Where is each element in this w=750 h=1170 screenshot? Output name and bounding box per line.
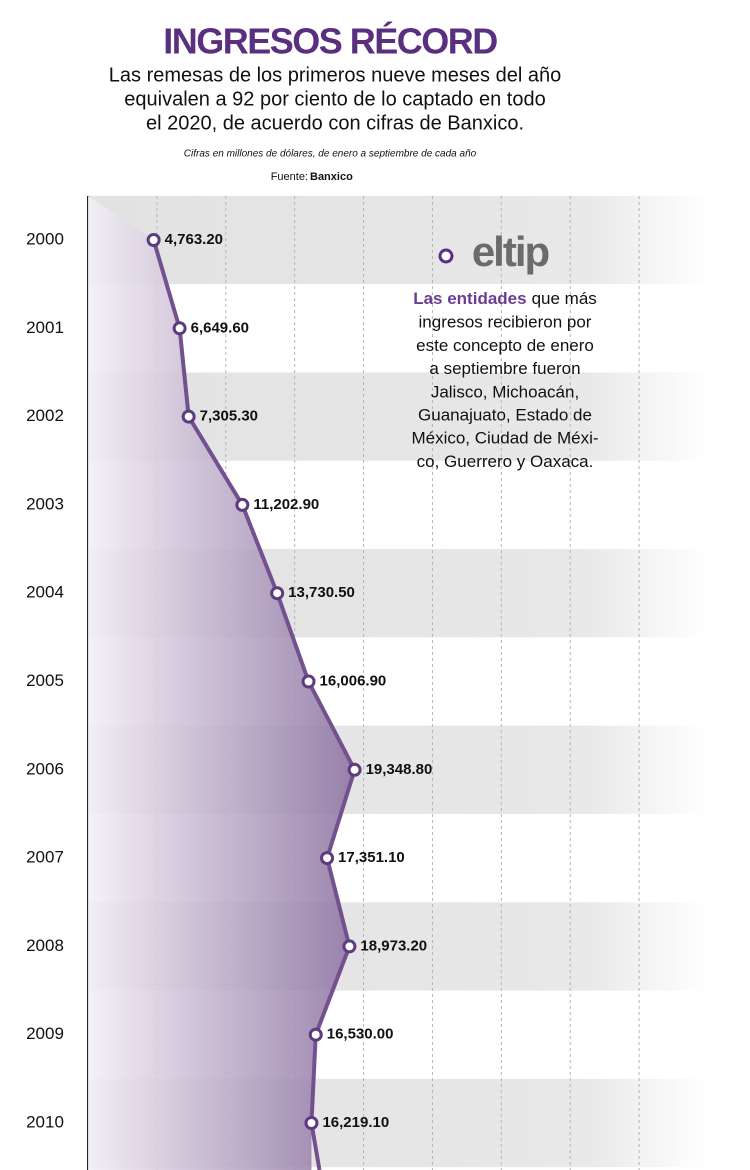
area [88,196,355,1170]
annotation-text: este concepto de enero [416,336,594,355]
value-label: 4,763.20 [165,231,223,248]
y-tick-label: 2004 [26,583,64,602]
logo-dot [438,248,454,264]
point [172,321,187,336]
value-label: 11,202.90 [253,496,319,513]
annotation-text: Guanajuato, Estado de [418,405,592,424]
annotation-text: que más [532,289,597,308]
value-label: 16,530.00 [327,1026,394,1043]
value-label: 16,219.10 [322,1114,389,1131]
subtitle: el 2020, de acuerdo con cifras de Banxic… [146,112,524,134]
row-band [88,195,708,285]
annotation-highlight: Las entidades [413,289,526,308]
point [342,939,357,954]
value-label: 16,006.90 [320,672,387,689]
point [301,674,316,689]
annotation-line: Las entidades que más [413,289,597,308]
value-label: 13,730.50 [288,584,355,601]
source-label: Fuente: [271,171,308,183]
y-tick-label: 2007 [26,848,64,867]
value-label: 6,649.60 [191,319,249,336]
y-tick-label: 2003 [26,494,64,513]
point [308,1027,323,1042]
subtitle: Las remesas de los primeros nueve meses … [109,64,561,86]
point [235,497,250,512]
point [304,1116,319,1130]
y-tick-label: 2008 [26,936,64,955]
point [270,586,285,601]
note: Cifras en millones de dólares, de enero … [184,149,477,160]
value-label: 7,305.30 [200,408,258,425]
source: Banxico [310,171,353,183]
point [181,409,196,424]
y-tick-label: 2001 [26,318,64,337]
y-tick-label: 2005 [26,671,64,690]
annotation-text: a septiembre fueron [429,359,580,378]
annotation-text: México, Ciudad de Méxi- [411,429,598,448]
y-tick-label: 2000 [26,229,64,248]
y-tick-label: 2006 [26,759,64,778]
y-tick-label: 2009 [26,1024,64,1043]
value-label: 17,351.10 [338,849,405,866]
chart-title: INGRESOS RÉCORD [163,21,497,62]
y-tick-label: 2010 [26,1112,64,1131]
value-label: 19,348.80 [366,761,433,778]
value-label: 18,973.20 [360,937,427,954]
line-tail [309,1122,322,1170]
point [320,851,335,866]
logo: eltip [472,228,549,275]
annotation-text: co, Guerrero y Oaxaca. [417,452,594,471]
point [347,762,362,777]
annotation-text: ingresos recibieron por [419,313,592,332]
annotation-text: Jalisco, Michoacán, [431,382,579,401]
point [146,233,161,247]
subtitle: equivalen a 92 por ciento de lo captado … [124,88,545,110]
y-tick-label: 2002 [26,406,64,425]
